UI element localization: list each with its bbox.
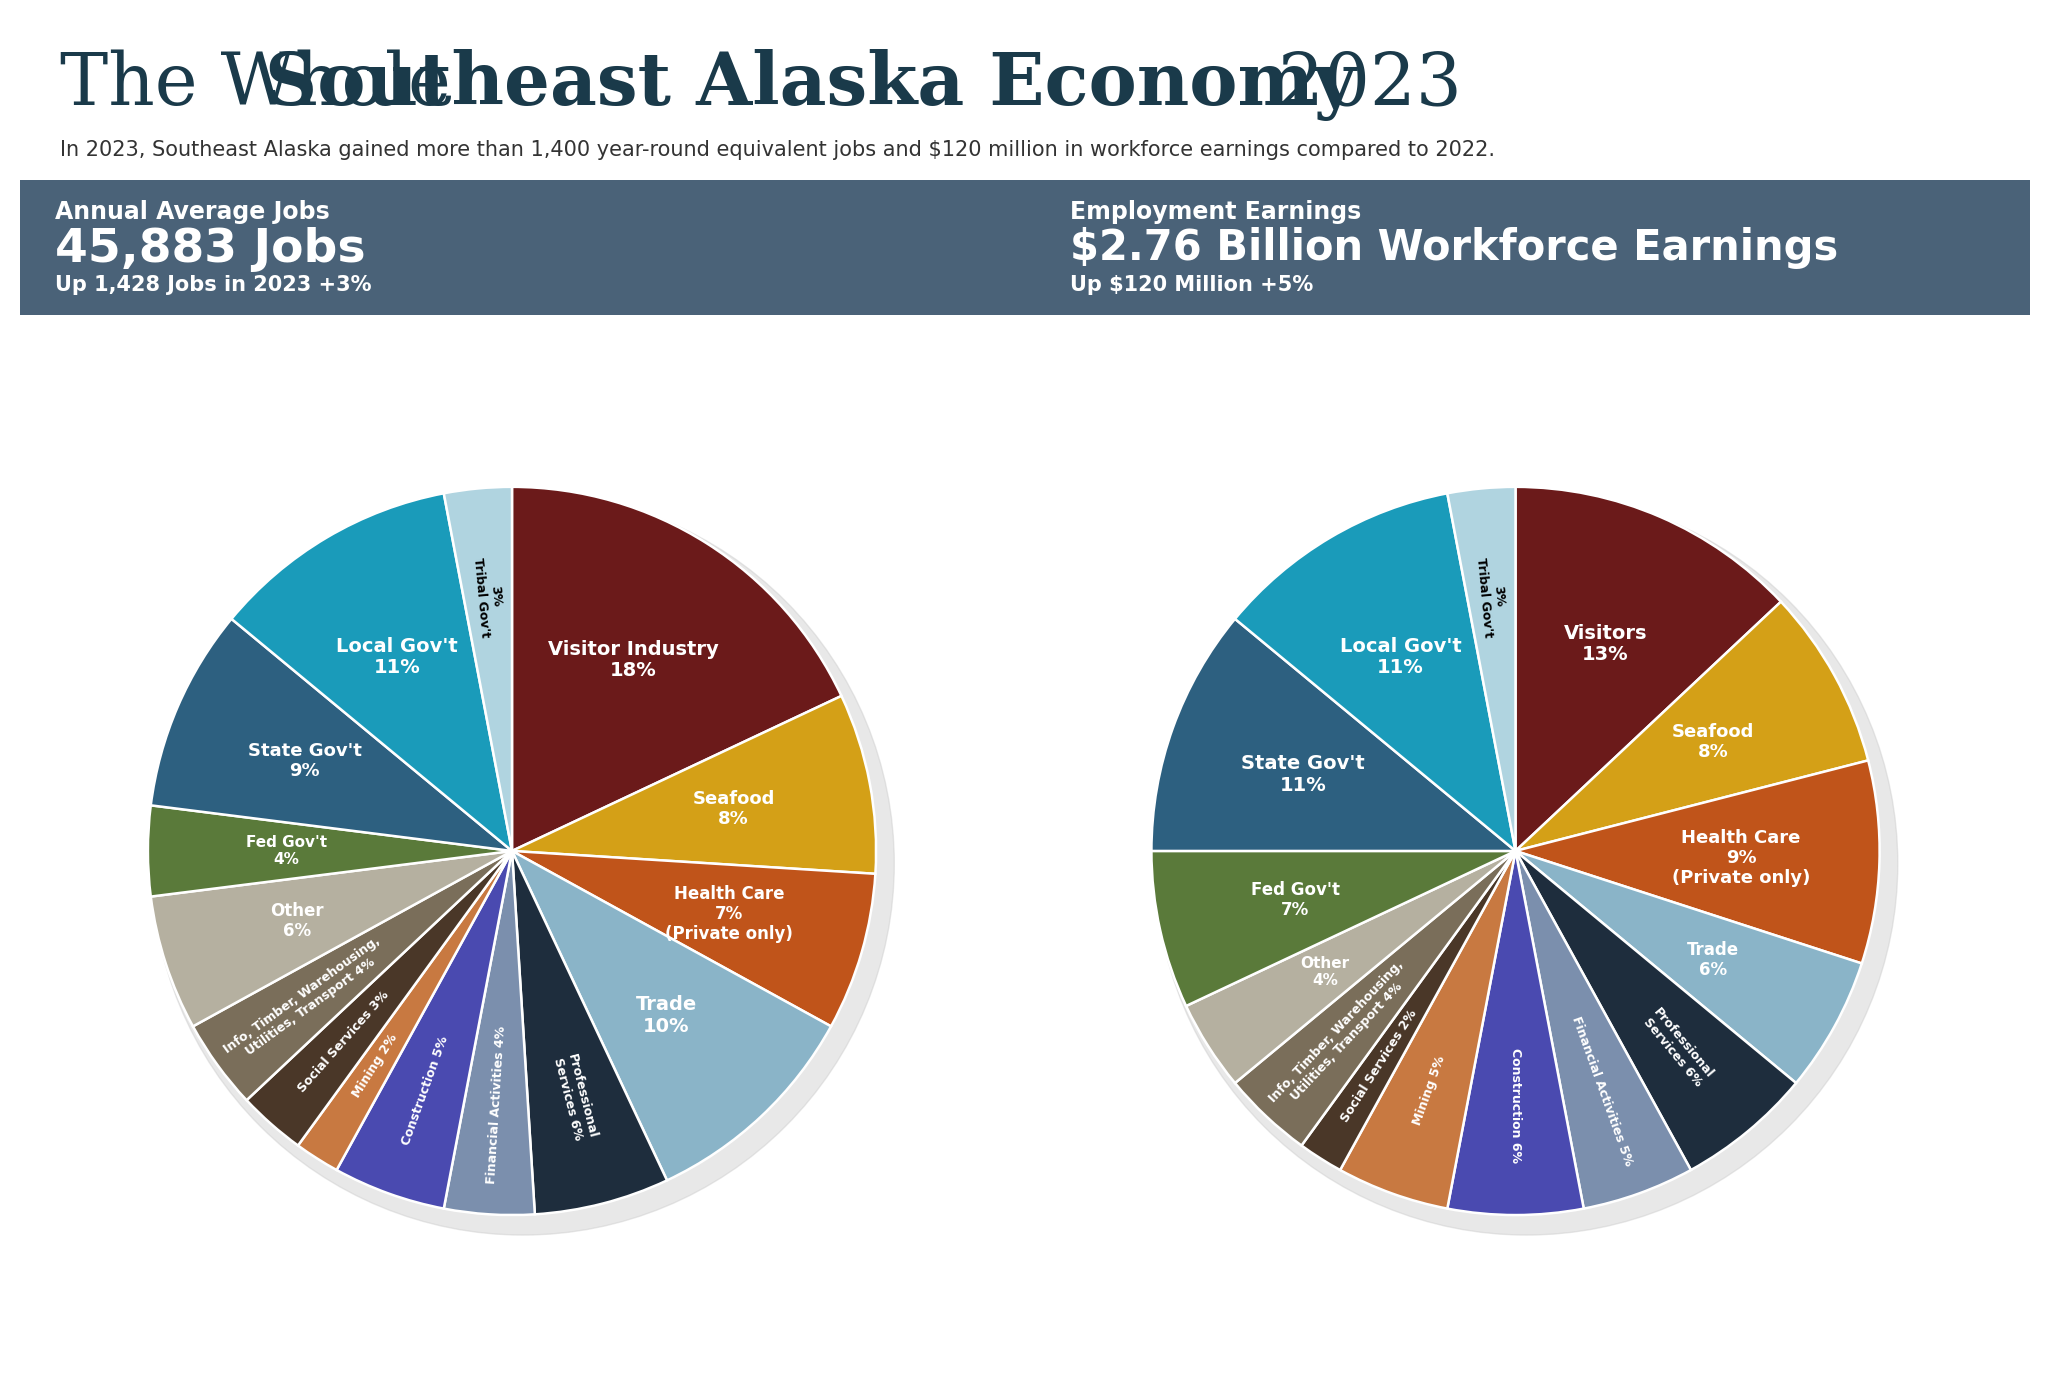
Wedge shape	[1186, 851, 1516, 1083]
Wedge shape	[1516, 851, 1862, 1083]
Wedge shape	[512, 851, 874, 1027]
Text: State Gov't
9%: State Gov't 9%	[248, 742, 362, 780]
Wedge shape	[1151, 851, 1516, 1006]
Text: In 2023, Southeast Alaska gained more than 1,400 year-round equivalent jobs and : In 2023, Southeast Alaska gained more th…	[59, 140, 1495, 160]
Text: Visitor Industry
18%: Visitor Industry 18%	[547, 640, 719, 681]
Wedge shape	[444, 487, 512, 851]
Wedge shape	[1516, 851, 1692, 1208]
Text: Health Care
9%
(Private only): Health Care 9% (Private only)	[1671, 829, 1810, 887]
Text: Local Gov't
11%: Local Gov't 11%	[336, 636, 459, 677]
Wedge shape	[1516, 760, 1880, 964]
Wedge shape	[1235, 851, 1516, 1145]
Text: Trade
6%: Trade 6%	[1688, 940, 1739, 979]
Text: Construction 5%: Construction 5%	[399, 1034, 451, 1147]
Wedge shape	[1516, 851, 1796, 1170]
Text: 45,883 Jobs: 45,883 Jobs	[55, 227, 367, 272]
Text: Professional
Services 6%: Professional Services 6%	[551, 1052, 600, 1143]
Text: Financial Activities 5%: Financial Activities 5%	[1569, 1014, 1634, 1168]
Text: Southeast Alaska Economy: Southeast Alaska Economy	[264, 49, 1356, 121]
Text: Up 1,428 Jobs in 2023 +3%: Up 1,428 Jobs in 2023 +3%	[55, 275, 371, 294]
Text: Annual Average Jobs: Annual Average Jobs	[55, 199, 330, 225]
Circle shape	[152, 492, 895, 1235]
Wedge shape	[444, 851, 535, 1215]
Text: Other
4%: Other 4%	[1300, 956, 1350, 988]
Text: Seafood
8%: Seafood 8%	[692, 790, 774, 827]
Wedge shape	[1151, 619, 1516, 851]
Text: Fed Gov't
4%: Fed Gov't 4%	[246, 836, 328, 866]
Text: Construction 6%: Construction 6%	[1509, 1048, 1522, 1163]
Text: Mining 5%: Mining 5%	[1411, 1055, 1448, 1127]
Text: Employment Earnings: Employment Earnings	[1069, 199, 1362, 225]
Wedge shape	[152, 851, 512, 1027]
Wedge shape	[1303, 851, 1516, 1170]
Text: Local Gov't
11%: Local Gov't 11%	[1339, 636, 1462, 677]
Text: Professional
Services 6%: Professional Services 6%	[1640, 1006, 1716, 1089]
Text: Visitors
13%: Visitors 13%	[1563, 624, 1647, 664]
Text: Up $120 Million +5%: Up $120 Million +5%	[1069, 275, 1313, 294]
Text: Info, Timber, Warehousing,
Utilities, Transport 4%: Info, Timber, Warehousing, Utilities, Tr…	[1266, 958, 1415, 1115]
Text: Social Services 3%: Social Services 3%	[295, 989, 391, 1095]
Text: Social Services 2%: Social Services 2%	[1339, 1007, 1419, 1124]
Wedge shape	[1339, 851, 1516, 1208]
Text: 3%
Tribal Gov't: 3% Tribal Gov't	[1475, 557, 1509, 639]
Text: Mining 2%: Mining 2%	[350, 1032, 401, 1101]
Wedge shape	[231, 494, 512, 851]
Text: State Gov't
11%: State Gov't 11%	[1241, 755, 1366, 795]
Text: Health Care
7%
(Private only): Health Care 7% (Private only)	[666, 884, 793, 943]
Text: Info, Timber, Warehousing,
Utilities, Transport 4%: Info, Timber, Warehousing, Utilities, Tr…	[221, 933, 391, 1067]
Text: Fed Gov't
7%: Fed Gov't 7%	[1251, 882, 1339, 919]
Wedge shape	[152, 619, 512, 851]
Wedge shape	[299, 851, 512, 1170]
Text: $2.76 Billion Workforce Earnings: $2.76 Billion Workforce Earnings	[1069, 227, 1839, 269]
Wedge shape	[1516, 487, 1782, 851]
Wedge shape	[336, 851, 512, 1208]
Wedge shape	[246, 851, 512, 1145]
Text: Seafood
8%: Seafood 8%	[1671, 723, 1755, 762]
Wedge shape	[147, 805, 512, 897]
Text: Trade
10%: Trade 10%	[635, 996, 696, 1035]
Wedge shape	[1448, 487, 1516, 851]
Text: 2023: 2023	[1255, 50, 1462, 120]
Wedge shape	[1235, 494, 1516, 851]
Wedge shape	[512, 696, 877, 873]
Text: Financial Activities 4%: Financial Activities 4%	[485, 1025, 508, 1184]
Wedge shape	[1448, 851, 1583, 1215]
Circle shape	[1155, 492, 1898, 1235]
Bar	[20, 180, 2030, 315]
Wedge shape	[512, 487, 842, 851]
Text: The Whole: The Whole	[59, 50, 473, 120]
Text: Other
6%: Other 6%	[270, 901, 324, 940]
Wedge shape	[512, 851, 831, 1180]
Text: 3%
Tribal Gov't: 3% Tribal Gov't	[471, 557, 506, 639]
Wedge shape	[193, 851, 512, 1101]
Wedge shape	[512, 851, 668, 1214]
Wedge shape	[1516, 601, 1868, 851]
